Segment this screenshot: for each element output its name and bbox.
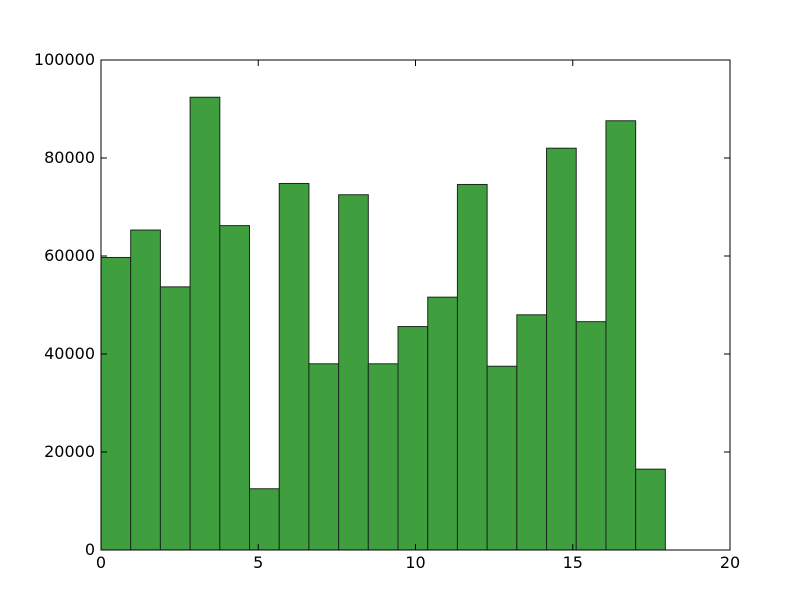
histogram-bar-14 (516, 314, 548, 551)
x-tick-label-2: 10 (405, 553, 425, 572)
histogram-bar-3 (189, 96, 221, 551)
histogram-bar-5 (249, 488, 280, 551)
histogram-bar-16 (575, 321, 607, 551)
y-tick-label-3: 60000 (44, 246, 95, 265)
histogram-bar-0 (100, 256, 132, 551)
tick-labels-group: 0 5 10 15 20 0 20000 40000 60000 80000 100000 (34, 50, 740, 572)
x-tick-label-0: 0 (96, 553, 106, 572)
y-tick-label-0: 0 (85, 540, 95, 559)
x-tick-label-1: 5 (253, 553, 263, 572)
y-tick-label-4: 80000 (44, 148, 95, 167)
histogram-bar-4 (219, 225, 251, 551)
ticks-group (100, 59, 731, 551)
x-tick-label-3: 15 (563, 553, 583, 572)
y-tick-label-1: 20000 (44, 442, 95, 461)
histogram-bar-6 (278, 182, 310, 551)
histogram-bar-7 (308, 363, 340, 551)
histogram-bar-12 (456, 183, 488, 551)
histogram-bar-1 (130, 229, 161, 551)
histogram-bar-13 (486, 365, 518, 551)
histogram-bar-10 (397, 326, 429, 551)
histogram-bar-2 (159, 286, 191, 551)
x-tick-label-4: 20 (720, 553, 740, 572)
histogram-bar-15 (546, 147, 577, 551)
histogram-bar-11 (427, 296, 458, 551)
y-tick-label-5: 100000 (34, 50, 95, 69)
histogram-bar-17 (605, 120, 637, 551)
histogram-bar-8 (338, 194, 369, 551)
histogram-bar-18 (635, 468, 666, 551)
bars-group (100, 96, 666, 551)
y-tick-label-2: 40000 (44, 344, 95, 363)
histogram-bar-9 (367, 363, 399, 551)
